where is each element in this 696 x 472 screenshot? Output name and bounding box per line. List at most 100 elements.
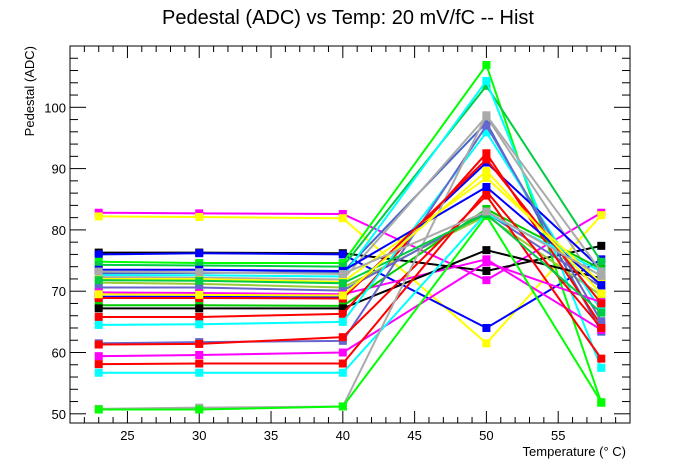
data-point <box>195 213 204 222</box>
data-point <box>597 299 606 308</box>
data-point <box>482 266 491 275</box>
data-point <box>482 149 491 158</box>
series-30 <box>94 207 606 280</box>
data-point <box>338 270 347 279</box>
data-point <box>94 212 103 221</box>
data-point <box>94 283 103 292</box>
y-axis-label: Pedestal (ADC) <box>22 46 37 136</box>
data-point <box>94 405 103 414</box>
x-tick-label: 30 <box>192 428 206 443</box>
data-point <box>482 191 491 200</box>
data-point <box>94 250 103 259</box>
chart-title: Pedestal (ADC) vs Temp: 20 mV/fC -- Hist <box>162 7 534 29</box>
data-point <box>338 333 347 342</box>
y-tick-label: 90 <box>52 162 66 177</box>
data-point <box>94 290 103 299</box>
data-point <box>338 317 347 326</box>
data-point <box>482 276 491 285</box>
data-point <box>338 368 347 377</box>
data-point <box>482 61 491 70</box>
series-2 <box>94 211 606 348</box>
data-point <box>482 187 491 196</box>
y-tick-label: 100 <box>44 100 66 115</box>
data-point <box>597 267 606 276</box>
y-tick-label: 60 <box>52 346 66 361</box>
data-point <box>482 207 491 216</box>
data-point <box>338 359 347 368</box>
data-point <box>597 354 606 363</box>
data-point <box>597 323 606 332</box>
x-tick-label: 45 <box>407 428 421 443</box>
data-point <box>338 262 347 271</box>
data-point <box>338 402 347 411</box>
data-point <box>94 304 103 313</box>
data-point <box>482 246 491 255</box>
series-layer <box>94 61 606 414</box>
x-tick-label: 55 <box>551 428 565 443</box>
data-point <box>482 339 491 348</box>
data-point <box>482 128 491 137</box>
data-point <box>195 290 204 299</box>
axes: 25 30 35 40 45 50 55 50 60 70 80 90 100 <box>44 45 631 443</box>
data-point <box>94 267 103 276</box>
y-tick-label: 70 <box>52 284 66 299</box>
data-point <box>94 340 103 349</box>
data-point <box>597 271 606 280</box>
data-point <box>195 320 204 329</box>
data-point <box>482 173 491 182</box>
data-point <box>482 81 491 90</box>
data-point <box>482 167 491 176</box>
data-point <box>597 363 606 372</box>
data-point <box>94 360 103 369</box>
data-point <box>482 155 491 164</box>
data-point <box>94 320 103 329</box>
data-point <box>597 308 606 317</box>
series-19 <box>94 191 606 363</box>
data-point <box>94 352 103 361</box>
data-point <box>338 209 347 218</box>
data-point <box>195 312 204 321</box>
data-point <box>195 368 204 377</box>
series-6 <box>94 81 606 271</box>
x-tick-label: 25 <box>120 428 134 443</box>
data-point <box>597 289 606 298</box>
data-point <box>195 268 204 277</box>
data-point <box>597 398 606 407</box>
x-axis-label: Temperature (° C) <box>523 444 626 459</box>
data-point <box>195 283 204 292</box>
data-point <box>597 281 606 290</box>
data-point <box>195 304 204 313</box>
y-tick-label: 80 <box>52 223 66 238</box>
data-point <box>482 111 491 120</box>
data-point <box>482 323 491 332</box>
data-point <box>195 350 204 359</box>
plot-frame <box>69 45 631 424</box>
data-point <box>94 368 103 377</box>
data-point <box>195 261 204 270</box>
data-point <box>482 76 491 85</box>
x-tick-label: 40 <box>336 428 350 443</box>
data-point <box>195 339 204 348</box>
data-point <box>597 317 606 326</box>
data-point <box>338 304 347 313</box>
data-point <box>482 258 491 267</box>
data-point <box>597 241 606 250</box>
data-point <box>338 291 347 300</box>
data-point <box>195 359 204 368</box>
x-tick-label: 50 <box>479 428 493 443</box>
data-point <box>338 348 347 357</box>
data-point <box>482 121 491 130</box>
data-point <box>597 257 606 266</box>
data-point <box>94 312 103 321</box>
x-tick-label: 35 <box>264 428 278 443</box>
data-point <box>597 211 606 220</box>
data-point <box>94 276 103 285</box>
data-point <box>482 182 491 191</box>
data-point <box>338 279 347 288</box>
data-point <box>94 260 103 269</box>
y-tick-label: 50 <box>52 407 66 422</box>
data-point <box>195 249 204 258</box>
data-point <box>195 405 204 414</box>
data-point <box>338 250 347 259</box>
